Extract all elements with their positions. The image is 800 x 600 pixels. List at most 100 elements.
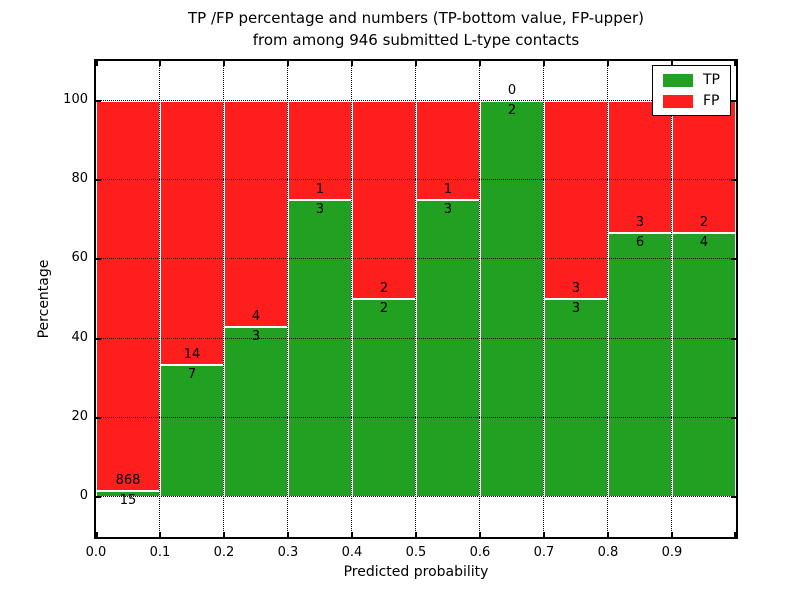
tp-bar-segment [672,232,736,498]
fp-bar-segment [416,100,480,200]
y-tick-mark [731,417,736,419]
tp-count-label: 15 [119,492,137,508]
tp-bar-segment [608,232,672,498]
x-tick-label: 0.5 [405,545,427,560]
plot-canvas: 868 15 14 7 4 3 1 3 2 2 1 3 0 2 3 3 3 6 2 4 [96,61,736,537]
tp-bar-segment [352,299,416,498]
fp-bar-segment [544,100,608,299]
y-tick-mark [731,179,736,181]
x-tick-mark [479,532,481,537]
vertical-gridline [223,61,224,537]
fp-count-label: 1 [315,181,325,197]
tp-bar-segment [224,327,288,498]
legend: TP FP [652,65,731,116]
vertical-gridline [351,61,352,537]
x-tick-mark [479,61,481,66]
y-tick-label: 80 [71,171,88,186]
y-tick-mark [96,258,101,261]
tp-count-label: 7 [187,367,197,383]
x-axis-label: Predicted probability [343,564,489,580]
tp-bar-segment [288,199,352,498]
fp-bar-segment [352,100,416,299]
x-tick-mark [351,61,353,66]
fp-count-label: 2 [379,281,389,296]
fp-count-label: 0 [507,82,517,98]
y-tick-mark [96,337,101,340]
x-tick-label: 0.3 [277,545,299,560]
y-axis-label: Percentage [36,259,52,339]
y-tick-label: 20 [71,409,88,424]
tp-count-label: 3 [315,201,325,217]
x-tick-mark [223,532,225,537]
vertical-gridline [671,61,672,537]
x-tick-label: 0.8 [597,545,619,560]
y-tick-mark [731,337,736,340]
x-tick-mark [671,532,673,537]
x-tick-label: 0.0 [85,545,107,560]
tp-count-label: 3 [443,201,453,217]
tp-bar-segment [160,365,224,498]
legend-item-fp: FP [663,94,720,108]
fp-swatch-icon [663,94,693,108]
y-tick-mark [96,179,101,181]
fp-count-label: 14 [183,347,201,363]
horizontal-gridline [96,258,736,260]
x-tick-label: 0.7 [533,545,555,560]
fp-count-label: 1 [443,181,453,197]
x-tick-mark [159,61,161,66]
tp-count-label: 4 [699,234,709,250]
horizontal-gridline [96,337,736,339]
y-tick-mark [731,496,736,499]
y-tick-label: 0 [79,488,88,504]
x-tick-mark [415,61,417,66]
y-tick-mark [731,258,736,261]
x-tick-mark [287,532,289,537]
chart-title-line1: TP /FP percentage and numbers (TP-bottom… [188,9,644,27]
x-tick-mark [734,532,736,537]
x-tick-label: 0.6 [469,545,491,560]
x-tick-label: 0.9 [661,545,683,560]
x-tick-mark [351,532,353,537]
fp-bar-segment [672,100,736,233]
fp-count-label: 2 [699,214,709,230]
horizontal-gridline [96,417,736,418]
x-tick-mark [96,532,98,537]
x-tick-label: 0.4 [341,545,363,560]
horizontal-gridline [96,179,736,180]
x-tick-label: 0.1 [149,545,171,560]
fp-bar-segment [224,100,288,328]
y-tick-mark [96,99,101,102]
horizontal-gridline [96,496,736,498]
tp-count-label: 2 [379,301,389,316]
y-tick-label: 60 [71,250,88,266]
legend-item-tp: TP [663,73,720,87]
x-tick-mark [223,61,225,66]
x-tick-label: 0.2 [213,545,235,560]
fp-bar-segment [608,100,672,233]
vertical-gridline [543,61,544,537]
tp-count-label: 2 [507,102,517,118]
y-tick-label: 100 [63,91,88,107]
plot-area: 868 15 14 7 4 3 1 3 2 2 1 3 0 2 3 3 3 6 2 4 TP FP [94,59,738,539]
fp-count-label: 3 [635,214,645,230]
vertical-gridline [415,61,416,537]
x-tick-mark [607,532,609,537]
tp-count-label: 3 [251,329,261,345]
x-tick-mark [607,61,609,66]
tp-count-label: 3 [571,301,581,316]
chart-title: TP /FP percentage and numbers (TP-bottom… [96,7,736,51]
fp-bar-segment [96,100,160,491]
y-tick-mark [731,99,736,102]
fp-count-label: 3 [571,281,581,296]
tp-bar-segment [416,199,480,498]
tp-swatch-icon [663,73,693,87]
vertical-gridline [159,61,160,537]
legend-label-fp: FP [703,93,720,109]
tp-bar-segment [480,100,544,498]
vertical-gridline [607,61,608,537]
vertical-gridline [479,61,480,537]
x-tick-mark [415,532,417,537]
fp-count-label: 868 [115,472,141,488]
tp-count-label: 6 [635,234,645,250]
